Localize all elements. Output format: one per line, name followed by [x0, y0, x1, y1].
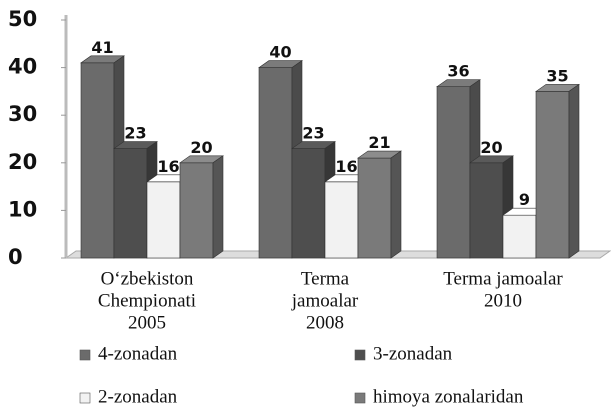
legend-swatch: [79, 349, 91, 361]
bar-front: [469, 162, 504, 259]
value-label: 23: [302, 124, 324, 143]
value-label: 41: [91, 38, 113, 57]
bar-front: [357, 157, 392, 259]
bar: [535, 83, 580, 259]
bar-side: [212, 155, 224, 259]
bar-front: [258, 67, 293, 259]
bar-front: [113, 148, 148, 259]
x-tick-label: 2005: [128, 312, 166, 333]
value-label: 40: [269, 43, 291, 62]
x-tick-label: Terma jamoalar: [443, 268, 563, 289]
y-tick-label: 30: [8, 102, 37, 126]
y-tick-label: 20: [8, 150, 37, 174]
legend-swatch: [354, 349, 366, 361]
bar-front: [324, 181, 359, 259]
bar: [179, 155, 224, 259]
bar-front: [179, 162, 214, 259]
value-label: 20: [480, 138, 502, 157]
value-label: 16: [157, 157, 179, 176]
bar: [357, 150, 402, 259]
legend-label: 2-zonadan: [98, 386, 178, 407]
bar-side: [390, 150, 402, 259]
y-tick-label: 40: [8, 55, 37, 79]
value-label: 35: [546, 66, 568, 85]
y-tick-label: 0: [8, 245, 23, 269]
y-tick-label: 10: [8, 197, 37, 221]
value-label: 23: [124, 124, 146, 143]
value-label: 9: [519, 190, 530, 209]
value-label: 16: [335, 157, 357, 176]
bar: [469, 155, 514, 259]
bar-front: [291, 148, 326, 259]
y-tick-label: 50: [8, 7, 37, 31]
legend-label: 4-zonadan: [98, 343, 178, 364]
x-tick-label: jamoalar: [291, 290, 359, 311]
bar-front: [436, 86, 471, 259]
value-label: 20: [190, 138, 212, 157]
x-tick-label: O‘zbekiston: [101, 268, 194, 289]
x-tick-label: 2010: [484, 290, 522, 311]
legend-label: himoya zonalaridan: [373, 386, 524, 407]
bar-front: [502, 214, 537, 259]
bar-side: [568, 83, 580, 259]
bar-front: [146, 181, 181, 259]
value-label: 36: [447, 62, 469, 81]
legend-label: 3-zonadan: [373, 343, 453, 364]
value-label: 21: [368, 133, 390, 152]
legend-swatch: [354, 392, 366, 404]
x-tick-label: Terma: [301, 268, 350, 289]
x-tick-label: 2008: [306, 312, 344, 333]
bar-front: [80, 62, 115, 259]
bar-front: [535, 91, 570, 259]
legend-swatch: [79, 392, 91, 404]
x-tick-label: Chempionati: [98, 290, 196, 311]
